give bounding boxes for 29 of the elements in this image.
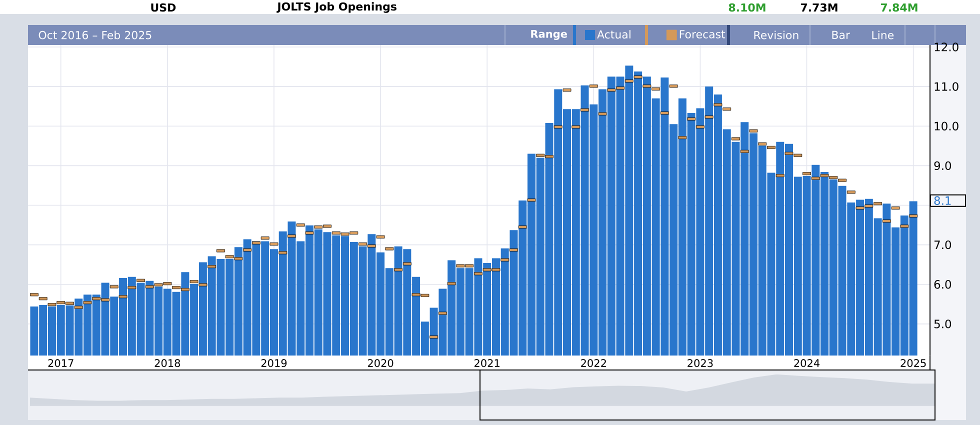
text: Range	[531, 30, 567, 40]
y-tick-label: 9.0	[934, 161, 952, 170]
y-tick-label: 6.0	[934, 280, 952, 289]
x-tick-label: 2024	[794, 359, 820, 368]
text: 8.10M	[728, 3, 766, 12]
y-tick-label: 5.0	[934, 320, 952, 328]
text: 7.73M	[800, 3, 838, 12]
legend-label: Actual	[597, 30, 630, 39]
x-tick-label: 2020	[368, 359, 394, 368]
x-tick-label: 2023	[688, 359, 713, 368]
y-tick-label: 7.0	[934, 240, 952, 250]
text: Bar	[832, 30, 850, 40]
text: 8.1	[934, 196, 951, 205]
legend-label: Forecast	[680, 30, 726, 38]
y-tick-label: 10.0	[934, 122, 958, 130]
y-tick-label: 12.0	[934, 42, 958, 52]
chart-subtitle: Oct 2016 – Feb 2025	[38, 30, 152, 40]
x-tick-label: 2021	[474, 359, 500, 368]
text: USD	[151, 3, 176, 12]
x-tick-label: 2022	[581, 359, 606, 368]
x-tick-label: 2017	[48, 359, 74, 368]
chart-title: JOLTS Job Openings	[276, 2, 396, 13]
x-tick-label: 2019	[261, 359, 287, 368]
x-tick-label: 2025	[900, 359, 926, 368]
text: Revision	[754, 30, 798, 40]
text: 7.84M	[880, 3, 918, 12]
text: Line	[872, 30, 894, 40]
y-tick-label: 11.0	[934, 82, 958, 91]
x-tick-label: 2018	[154, 359, 180, 368]
